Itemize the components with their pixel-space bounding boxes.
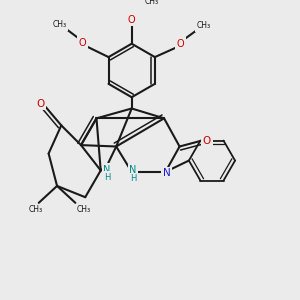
Text: N: N — [129, 165, 137, 176]
Text: CH₃: CH₃ — [52, 20, 66, 29]
Text: CH₃: CH₃ — [144, 0, 158, 6]
Text: CH₃: CH₃ — [197, 21, 211, 30]
Text: CH₃: CH₃ — [29, 206, 43, 214]
Text: O: O — [203, 136, 211, 146]
Text: O: O — [128, 15, 136, 25]
Text: CH₃: CH₃ — [77, 206, 91, 214]
Text: O: O — [177, 39, 184, 49]
Text: O: O — [79, 38, 86, 48]
Text: H: H — [130, 174, 136, 183]
Text: N: N — [163, 168, 171, 178]
Text: H: H — [104, 173, 110, 182]
Text: N: N — [103, 165, 111, 175]
Text: O: O — [36, 99, 44, 109]
